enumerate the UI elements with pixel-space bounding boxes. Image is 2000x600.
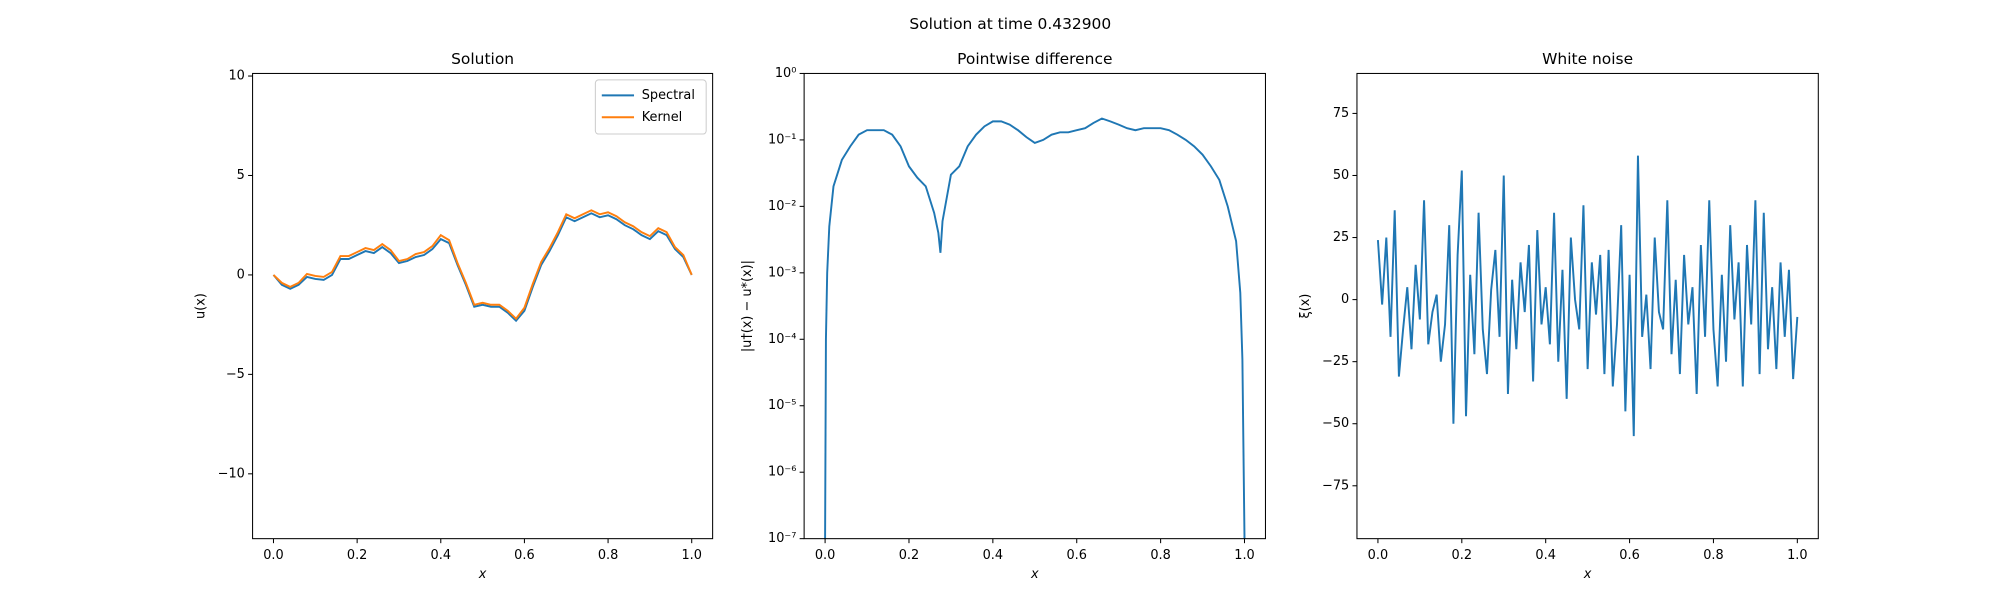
x-tick-label: 0.8 <box>1703 548 1723 563</box>
x-tick-label: 0.2 <box>347 548 367 563</box>
data-line <box>824 117 1246 539</box>
legend-label: Spectral <box>642 88 695 103</box>
y-tick-label: −10 <box>218 466 245 481</box>
legend-label: Kernel <box>642 110 682 125</box>
y-tick-label: 10⁻³ <box>768 265 796 280</box>
x-tick-label: 1.0 <box>1234 548 1254 563</box>
y-tick-label: 5 <box>237 168 245 183</box>
y-tick-label: 25 <box>1333 230 1349 245</box>
axes-title: Pointwise difference <box>957 50 1112 68</box>
y-tick-label: 0 <box>237 267 245 282</box>
x-tick-label: 1.0 <box>1787 548 1807 563</box>
x-tick-label: 0.0 <box>815 548 835 563</box>
x-tick-label: 0.4 <box>431 548 451 563</box>
axes-frame <box>1356 72 1819 540</box>
x-axis-label: x <box>1030 567 1039 582</box>
x-tick-label: 0.6 <box>1619 548 1639 563</box>
x-axis-label: x <box>1583 567 1592 582</box>
x-tick-label: 0.2 <box>1452 548 1472 563</box>
y-tick-label: 10⁻⁴ <box>768 332 796 347</box>
x-tick-label: 0.2 <box>899 548 919 563</box>
y-axis-label: |u†(x) − u*(x)| <box>740 260 755 352</box>
y-tick-label: 75 <box>1333 106 1349 121</box>
y-tick-label: −25 <box>1322 354 1349 369</box>
y-axis-label: ξ(x) <box>1298 294 1313 319</box>
x-tick-label: 0.0 <box>1368 548 1388 563</box>
x-tick-label: 0.4 <box>1535 548 1555 563</box>
data-line <box>1376 155 1799 437</box>
y-tick-label: 10⁻¹ <box>768 132 796 147</box>
figure-title: Solution at time 0.432900 <box>909 15 1111 33</box>
y-tick-label: 10⁻⁶ <box>768 465 796 480</box>
y-tick-label: 10 <box>228 69 244 84</box>
y-tick-label: −50 <box>1322 416 1349 431</box>
y-tick-label: 10⁻⁷ <box>768 531 796 546</box>
axes-frame <box>803 72 1266 540</box>
x-tick-label: 0.8 <box>1150 548 1170 563</box>
data-line <box>272 209 693 321</box>
y-tick-label: 0 <box>1341 292 1349 307</box>
x-tick-label: 0.6 <box>514 548 534 563</box>
axes-title: Solution <box>451 50 514 68</box>
x-tick-label: 0.0 <box>263 548 283 563</box>
y-axis-label: u(x) <box>194 293 209 319</box>
axes-title: White noise <box>1542 50 1633 68</box>
y-tick-label: 10⁰ <box>775 66 797 81</box>
x-tick-label: 0.6 <box>1066 548 1086 563</box>
y-tick-label: 10⁻² <box>768 199 796 214</box>
y-tick-label: 50 <box>1333 168 1349 183</box>
x-tick-label: 1.0 <box>681 548 701 563</box>
y-tick-label: −5 <box>226 367 245 382</box>
y-tick-label: 10⁻⁵ <box>768 398 796 413</box>
x-tick-label: 0.8 <box>598 548 618 563</box>
x-axis-label: x <box>478 567 487 582</box>
axes-frame <box>252 72 714 540</box>
legend-box <box>594 79 707 135</box>
x-tick-label: 0.4 <box>983 548 1003 563</box>
y-tick-label: −75 <box>1322 478 1349 493</box>
data-line <box>272 212 693 323</box>
